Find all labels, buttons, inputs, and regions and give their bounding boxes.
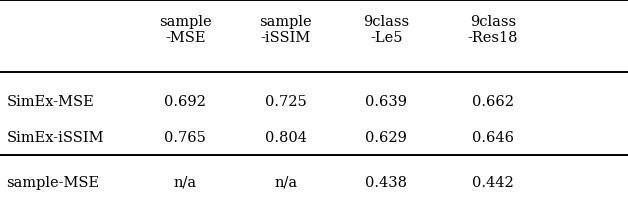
Text: 0.804: 0.804 — [265, 131, 306, 145]
Text: 0.646: 0.646 — [472, 131, 514, 145]
Text: 0.725: 0.725 — [265, 95, 306, 109]
Text: sample-MSE: sample-MSE — [6, 176, 99, 190]
Text: SimEx-MSE: SimEx-MSE — [6, 95, 94, 109]
Text: 0.629: 0.629 — [365, 131, 407, 145]
Text: SimEx-iSSIM: SimEx-iSSIM — [6, 131, 104, 145]
Text: 0.692: 0.692 — [165, 95, 206, 109]
Text: 0.765: 0.765 — [165, 131, 206, 145]
Text: sample
-iSSIM: sample -iSSIM — [259, 15, 312, 45]
Text: 0.438: 0.438 — [365, 176, 407, 190]
Text: 0.662: 0.662 — [472, 95, 514, 109]
Text: sample
-MSE: sample -MSE — [159, 15, 212, 45]
Text: n/a: n/a — [274, 176, 297, 190]
Text: n/a: n/a — [174, 176, 197, 190]
Text: 9class
-Res18: 9class -Res18 — [468, 15, 518, 45]
Text: 0.639: 0.639 — [365, 95, 407, 109]
Text: 9class
-Le5: 9class -Le5 — [363, 15, 409, 45]
Text: 0.442: 0.442 — [472, 176, 514, 190]
